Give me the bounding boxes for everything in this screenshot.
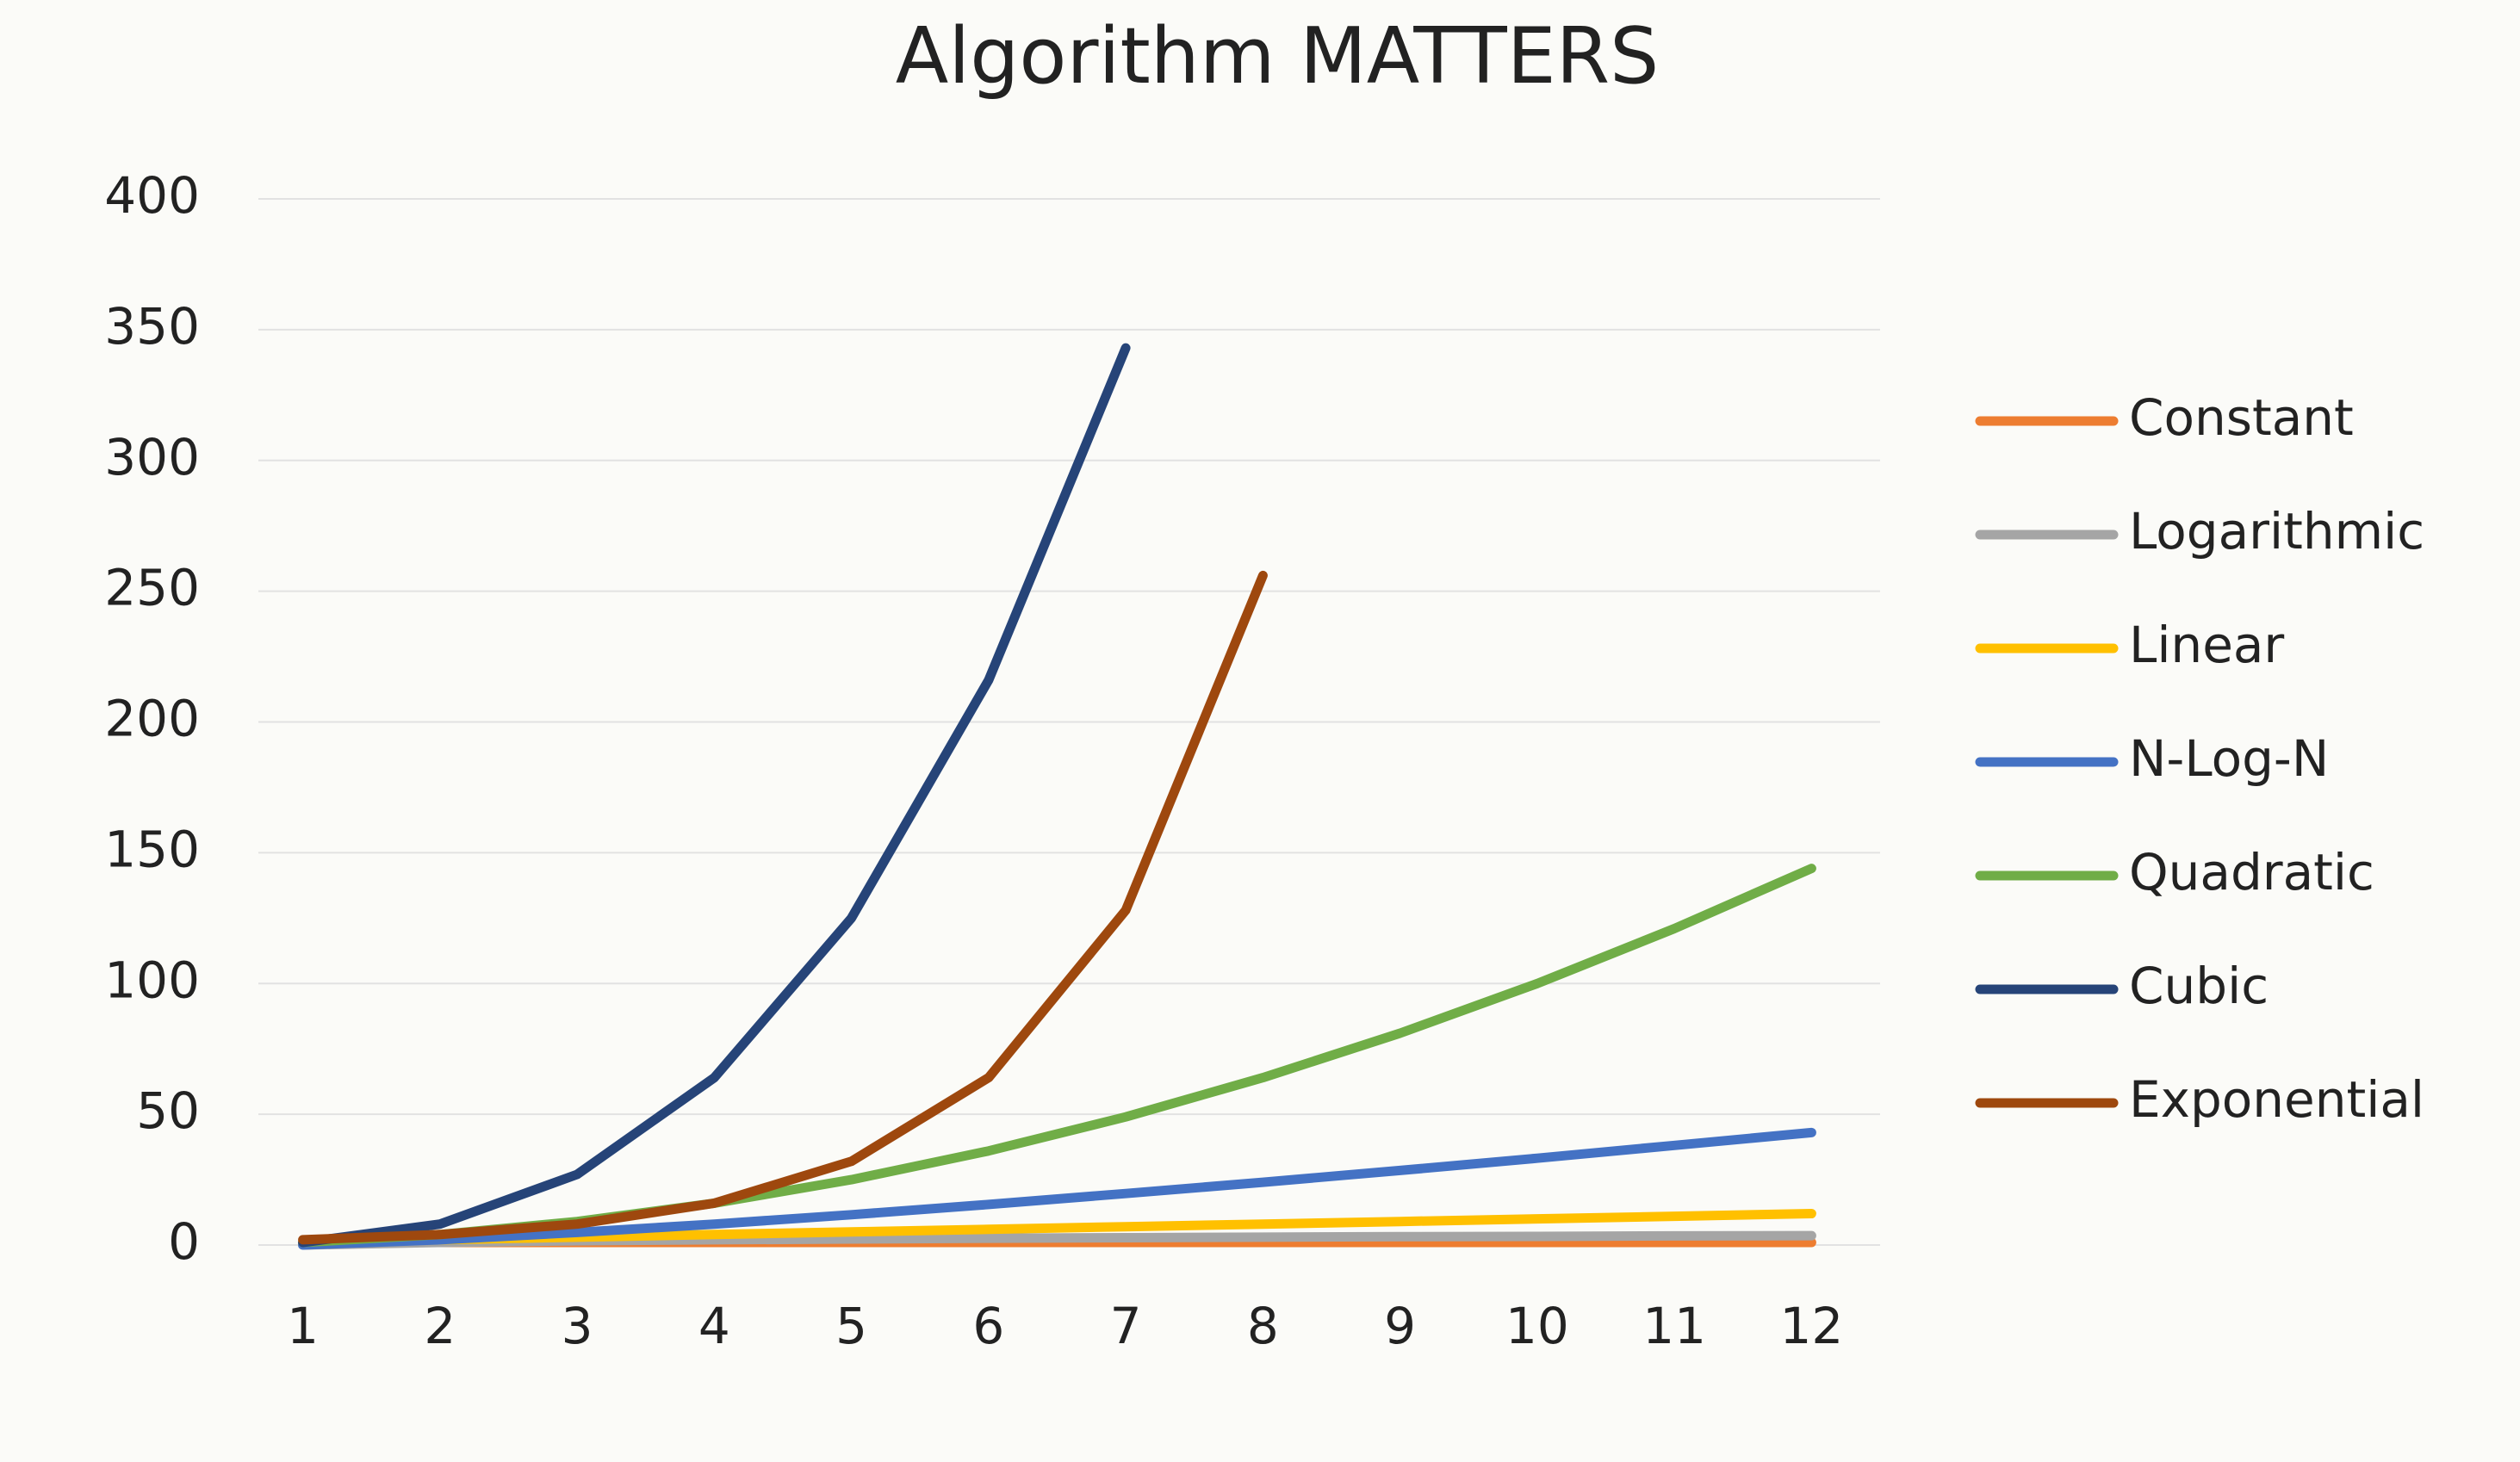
legend-label: Exponential xyxy=(2129,1070,2424,1129)
legend-label: Quadratic xyxy=(2129,843,2374,901)
x-tick-label: 10 xyxy=(1505,1297,1569,1355)
legend-label: Constant xyxy=(2129,388,2354,447)
x-tick-label: 8 xyxy=(1247,1297,1279,1355)
y-tick-label: 150 xyxy=(104,820,200,878)
y-tick-label: 200 xyxy=(104,690,200,748)
x-tick-label: 7 xyxy=(1110,1297,1142,1355)
chart-title: Algorithm MATTERS xyxy=(896,11,1660,102)
legend-label: Linear xyxy=(2129,616,2284,674)
x-tick-label: 9 xyxy=(1384,1297,1416,1355)
series-line xyxy=(298,1127,1816,1250)
x-tick-label: 4 xyxy=(698,1297,730,1355)
legend-label: Logarithmic xyxy=(2129,502,2424,561)
series-line xyxy=(298,343,1131,1248)
y-tick-label: 400 xyxy=(104,166,200,225)
legend-label: Cubic xyxy=(2129,957,2269,1015)
x-tick-label: 12 xyxy=(1779,1297,1843,1355)
x-tick-label: 11 xyxy=(1642,1297,1706,1355)
y-tick-label: 300 xyxy=(104,428,200,486)
x-tick-label: 2 xyxy=(424,1297,456,1355)
y-tick-label: 350 xyxy=(104,297,200,356)
series-line xyxy=(298,570,1268,1245)
x-tick-label: 1 xyxy=(287,1297,319,1355)
x-tick-label: 6 xyxy=(972,1297,1004,1355)
x-tick-label: 3 xyxy=(562,1297,593,1355)
y-tick-label: 250 xyxy=(104,559,200,617)
x-tick-label: 5 xyxy=(835,1297,867,1355)
y-tick-label: 50 xyxy=(136,1081,200,1140)
y-tick-label: 0 xyxy=(168,1212,200,1271)
y-tick-label: 100 xyxy=(104,951,200,1009)
legend-label: N-Log-N xyxy=(2129,729,2329,788)
